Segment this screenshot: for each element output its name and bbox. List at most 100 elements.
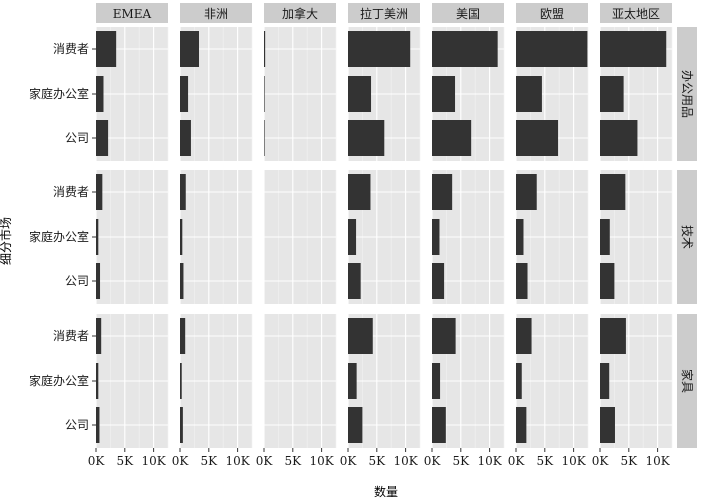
- x-tick-label: 5K: [116, 454, 134, 468]
- bar: [432, 363, 441, 399]
- bar: [516, 318, 532, 354]
- bar: [180, 174, 186, 210]
- bar: [516, 363, 522, 399]
- panel: [515, 27, 589, 161]
- bar: [600, 31, 667, 67]
- bar: [348, 407, 363, 443]
- y-tick-label: 家庭办公室: [29, 86, 89, 101]
- y-tick-label: 家庭办公室: [29, 229, 89, 244]
- column-strip: [600, 3, 672, 23]
- panel: [599, 314, 673, 448]
- bar: [348, 31, 411, 67]
- x-tick-label: 10K: [393, 454, 418, 468]
- bar: [96, 407, 100, 443]
- x-tick-label: 0K: [340, 454, 358, 468]
- x-tick-label: 5K: [368, 454, 386, 468]
- row-strip-label: 家具: [680, 369, 695, 393]
- bar: [432, 263, 445, 299]
- bar: [516, 174, 537, 210]
- bar: [432, 76, 456, 112]
- x-tick-label: 5K: [620, 454, 638, 468]
- bar: [348, 363, 357, 399]
- x-tick-label: 10K: [645, 454, 670, 468]
- column-strip: [348, 3, 420, 23]
- bar: [96, 174, 103, 210]
- x-tick-label: 5K: [284, 454, 302, 468]
- y-tick-label: 消费者: [53, 185, 89, 199]
- bar: [516, 263, 528, 299]
- bar: [348, 120, 385, 156]
- x-tick-label: 0K: [256, 454, 274, 468]
- row-strip: [677, 314, 697, 448]
- x-axis-title: 数量: [374, 484, 398, 499]
- column-strip-label: 美国: [456, 7, 480, 21]
- bar: [96, 363, 99, 399]
- bar: [348, 318, 373, 354]
- bar: [432, 120, 472, 156]
- column-strip-label: 拉丁美洲: [360, 6, 408, 21]
- x-tick-label: 5K: [200, 454, 218, 468]
- panel: [599, 27, 673, 161]
- panel: [263, 314, 337, 448]
- panel: [179, 170, 253, 304]
- panel: [347, 170, 421, 304]
- bar: [180, 120, 191, 156]
- row-strip-label: 技术: [680, 225, 694, 249]
- x-tick-label: 5K: [536, 454, 554, 468]
- bar: [432, 174, 453, 210]
- bar: [432, 219, 440, 255]
- column-strip: [96, 3, 168, 23]
- bar: [180, 363, 182, 399]
- column-strip-label: 加拿大: [282, 6, 318, 21]
- bar: [264, 31, 266, 67]
- bar: [516, 120, 559, 156]
- bar: [600, 363, 610, 399]
- bar: [600, 120, 638, 156]
- column-strip-label: 亚太地区: [612, 6, 660, 21]
- column-strip-label: 非洲: [204, 7, 228, 21]
- x-tick-labels: 0K 5K 10K 0K 5K 10K 0K 5K 10K 0K 5K 10K 0K 5K 10K 0K 5K 1…: [88, 448, 671, 468]
- bar: [180, 219, 183, 255]
- y-axis-title: 细分市场: [0, 217, 13, 265]
- bar: [348, 219, 357, 255]
- panel: [431, 170, 505, 304]
- x-tick-label: 0K: [592, 454, 610, 468]
- bar: [600, 318, 626, 354]
- bar: [432, 31, 498, 67]
- y-tick-label: 消费者: [53, 329, 89, 343]
- column-strip-label: 欧盟: [540, 7, 564, 21]
- panel: [179, 314, 253, 448]
- bar: [600, 174, 626, 210]
- bar: [96, 31, 117, 67]
- panel: [263, 27, 337, 161]
- x-tick-label: 0K: [508, 454, 526, 468]
- bar: [348, 263, 361, 299]
- bar: [600, 263, 615, 299]
- y-tick-label: 消费者: [53, 42, 89, 56]
- bar: [96, 219, 99, 255]
- bar: [264, 76, 265, 112]
- x-tick-label: 10K: [225, 454, 250, 468]
- panel: [515, 170, 589, 304]
- bar: [180, 318, 186, 354]
- panel: [95, 170, 169, 304]
- y-tick-label: 公司: [65, 274, 89, 288]
- y-tick-label: 家庭办公室: [29, 373, 89, 388]
- column-strip: [516, 3, 588, 23]
- x-tick-label: 5K: [452, 454, 470, 468]
- bar: [180, 407, 183, 443]
- x-tick-label: 0K: [424, 454, 442, 468]
- panels: [95, 27, 673, 448]
- panel: [515, 314, 589, 448]
- bar: [432, 407, 446, 443]
- column-strip: [432, 3, 504, 23]
- bar: [516, 219, 524, 255]
- panel: [179, 27, 253, 161]
- panel: [347, 27, 421, 161]
- x-tick-label: 10K: [477, 454, 502, 468]
- column-strip: [180, 3, 252, 23]
- bar: [264, 120, 265, 156]
- bar: [96, 318, 102, 354]
